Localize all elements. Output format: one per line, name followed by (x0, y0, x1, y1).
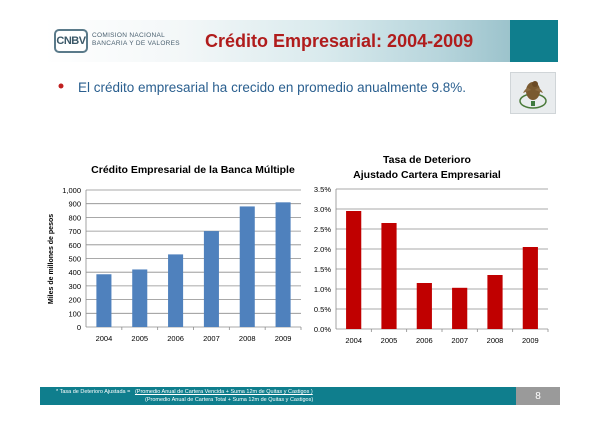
x-tick-label: 2009 (275, 334, 292, 343)
y-tick-label: 0 (77, 323, 81, 332)
chart1-title: Crédito Empresarial de la Banca Múltiple (91, 164, 295, 176)
bar-2008 (239, 206, 255, 327)
page-number: 8 (516, 387, 560, 405)
eagle-emblem-icon (519, 81, 547, 109)
chart1-ylabel: Miles de millones de pesos (48, 214, 55, 304)
bar-2009 (275, 202, 291, 327)
x-tick-label: 2008 (487, 336, 504, 345)
y-tick-label: 100 (68, 309, 81, 318)
org-line-2: BANCARIA Y DE VALORES (92, 40, 180, 47)
mexico-coat-of-arms (510, 72, 556, 114)
y-tick-label: 800 (68, 213, 81, 222)
header-accent-block (510, 20, 558, 62)
x-tick-label: 2009 (522, 336, 539, 345)
slide-title: Crédito Empresarial: 2004-2009 (205, 31, 474, 51)
bar-2007 (452, 287, 468, 329)
y-tick-label: 1.0% (314, 285, 331, 294)
footnote-label: * Tasa de Deterioro Ajustada = (56, 389, 131, 395)
bar-2009 (522, 247, 538, 329)
bar-2005 (132, 269, 148, 327)
y-tick-label: 2.5% (314, 225, 331, 234)
header-band (44, 20, 510, 62)
x-tick-label: 2007 (203, 334, 220, 343)
bar-2007 (203, 231, 219, 327)
footnote-line-1: * Tasa de Deterioro Ajustada = (Promedio… (56, 389, 313, 395)
y-tick-label: 1,000 (62, 186, 81, 195)
footer-bar (40, 387, 516, 405)
x-tick-label: 2006 (416, 336, 433, 345)
chart2-title-line1: Tasa de Deterioro (383, 154, 471, 166)
x-tick-label: 2005 (381, 336, 398, 345)
x-tick-label: 2006 (167, 334, 184, 343)
y-tick-label: 300 (68, 282, 81, 291)
y-tick-label: 700 (68, 227, 81, 236)
y-tick-label: 200 (68, 296, 81, 305)
y-tick-label: 1.5% (314, 265, 331, 274)
x-tick-label: 2008 (239, 334, 256, 343)
x-tick-label: 2004 (96, 334, 113, 343)
bar-2008 (487, 275, 503, 329)
bar-2006 (168, 254, 184, 327)
y-tick-label: 0.0% (314, 325, 331, 334)
footnote-numerator: (Promedio Anual de Cartera Vencida + Sum… (134, 389, 313, 395)
y-tick-label: 400 (68, 268, 81, 277)
bar-2006 (416, 283, 432, 329)
y-tick-label: 3.5% (314, 185, 331, 194)
y-tick-label: 900 (68, 200, 81, 209)
x-tick-label: 2004 (345, 336, 362, 345)
bar-2004 (346, 211, 362, 329)
bar-2004 (96, 274, 112, 327)
bullet-marker (58, 83, 64, 89)
org-line-1: COMISION NACIONAL (92, 32, 165, 39)
chart2-title-line2: Ajustado Cartera Empresarial (353, 169, 501, 181)
organization-name: COMISION NACIONAL BANCARIA Y DE VALORES (92, 32, 180, 48)
y-tick-label: 500 (68, 255, 81, 264)
x-tick-label: 2005 (131, 334, 148, 343)
footnote-denominator: (Promedio Anual de Cartera Total + Suma … (145, 397, 314, 403)
bullet-text: El crédito empresarial ha crecido en pro… (78, 80, 466, 95)
bar-2005 (381, 223, 397, 329)
y-tick-label: 3.0% (314, 205, 331, 214)
y-tick-label: 600 (68, 241, 81, 250)
cnbv-logo: CNBV (54, 29, 88, 53)
x-tick-label: 2007 (451, 336, 468, 345)
y-tick-label: 2.0% (314, 245, 331, 254)
y-tick-label: 0.5% (314, 305, 331, 314)
